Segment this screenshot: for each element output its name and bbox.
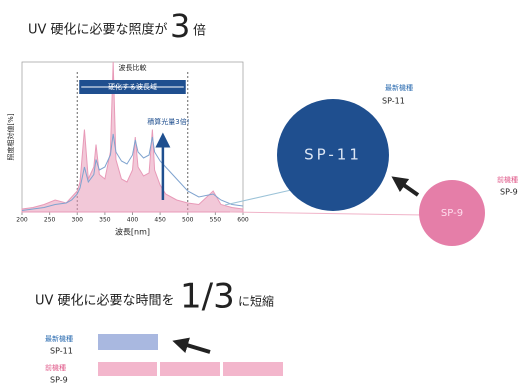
time-bar	[160, 362, 220, 376]
x-tick-label: 250	[44, 217, 56, 224]
heading: UV 硬化に必要な照度が	[28, 22, 168, 38]
device-model: SP-9	[500, 188, 518, 197]
circle-label: SP-9	[441, 208, 463, 219]
bar-model: SP-9	[50, 376, 68, 385]
x-tick-label: 550	[210, 217, 222, 224]
time-bar	[98, 362, 157, 376]
arrow	[172, 337, 211, 354]
circle-label: SP-11	[304, 146, 362, 164]
connector	[224, 187, 301, 206]
device-model: SP-11	[382, 97, 405, 106]
heading-suffix: に短縮	[238, 294, 274, 309]
device-tag: 最新機種	[385, 83, 413, 92]
x-tick-label: 500	[182, 217, 194, 224]
heading-big: 1/3	[180, 277, 235, 317]
spectrum-area	[21, 61, 244, 213]
x-tick-label: 200	[16, 217, 28, 224]
bar-tag: 前機種	[45, 363, 66, 372]
x-tick-label: 350	[99, 217, 111, 224]
heading-big: 3	[170, 7, 190, 45]
range-label: 硬化する波長域	[108, 82, 157, 91]
x-tick-label: 450	[154, 217, 166, 224]
bar-model: SP-11	[50, 347, 73, 356]
gain-label: 積算光量3倍!	[147, 117, 189, 126]
time-bar	[98, 334, 158, 350]
circle-old	[419, 180, 485, 246]
spectrum-line	[21, 133, 244, 211]
x-tick-label: 400	[127, 217, 139, 224]
x-tick-label: 300	[72, 217, 84, 224]
heading-suffix: 倍	[193, 24, 206, 39]
circle-new	[277, 99, 389, 211]
x-tick-label: 600	[237, 217, 249, 224]
connector	[229, 211, 426, 216]
x-axis-label: 波長[nm]	[115, 227, 150, 237]
time-bar	[223, 362, 283, 376]
y-axis-label: 照度相対値[%]	[6, 113, 15, 160]
bar-tag: 最新機種	[45, 334, 73, 343]
arrow	[391, 176, 420, 197]
chart-title: 波長比較	[119, 63, 147, 72]
heading: UV 硬化に必要な時間を	[35, 294, 175, 309]
device-tag: 前機種	[497, 175, 518, 184]
